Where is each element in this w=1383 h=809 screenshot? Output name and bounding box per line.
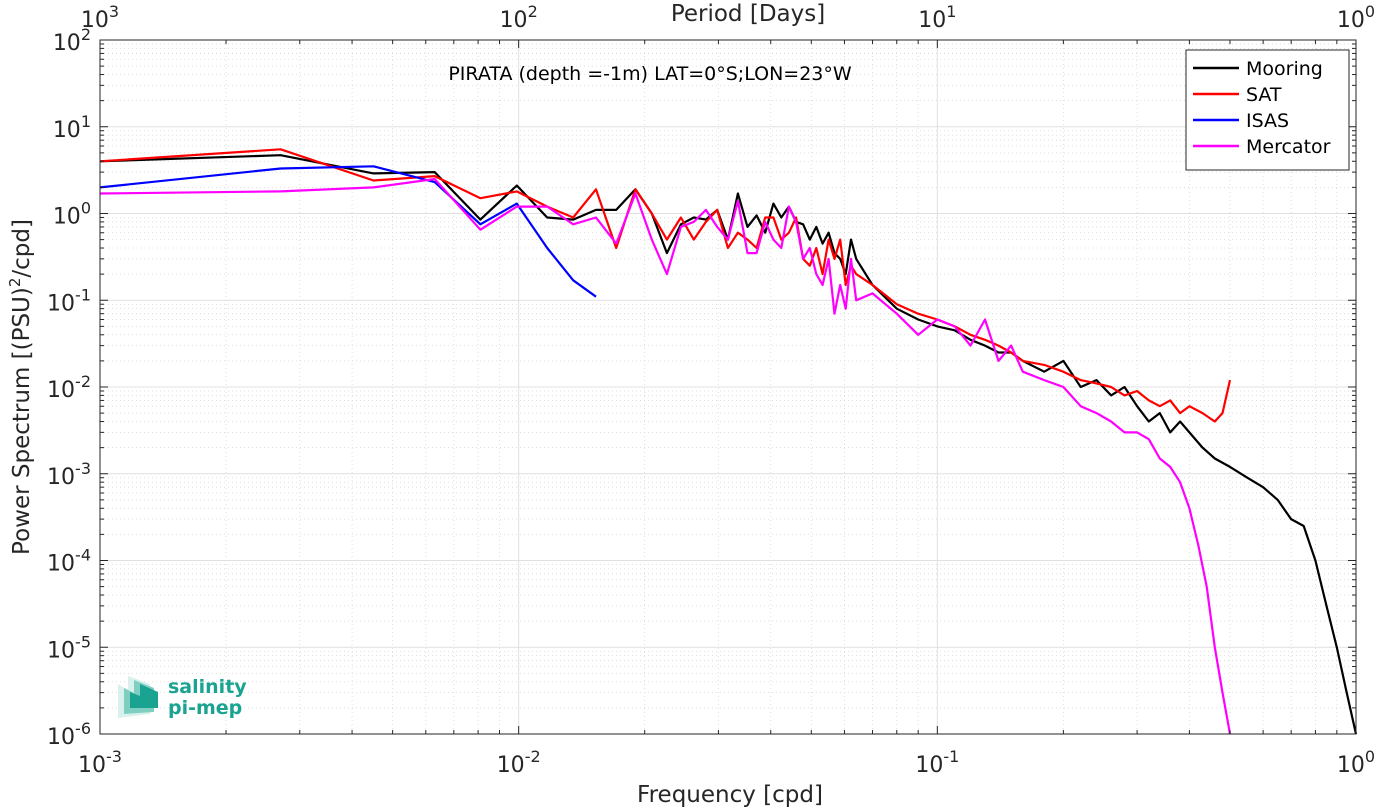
y-tick-label-base: 10	[47, 291, 75, 316]
y-tick-label-exponent: 2	[81, 25, 91, 44]
x2-axis-title: Period [Days]	[671, 1, 825, 27]
y-tick-label-exponent: 1	[81, 112, 91, 131]
x-tick-label-base: 10	[78, 753, 106, 778]
y-tick-label-base: 10	[47, 378, 75, 403]
y-tick-label: 10-1	[47, 285, 91, 316]
axis-ticks	[99, 39, 1357, 735]
y-axis-title: Power Spectrum [(PSU)2/cpd]	[6, 219, 35, 555]
y-tick-label: 101	[53, 112, 91, 143]
x2-tick-label: 100	[1337, 2, 1375, 33]
y-tick-label-base: 10	[53, 205, 81, 230]
y-tick-label-exponent: 0	[81, 199, 91, 218]
legend-label-mooring: Mooring	[1246, 58, 1323, 80]
legend-label-isas: ISAS	[1246, 110, 1289, 132]
y-axis-title-main: Power Spectrum [(PSU)	[9, 287, 35, 555]
y-tick-label: 10-5	[47, 632, 91, 663]
y-tick-label-base: 10	[53, 31, 81, 56]
series-line-isas	[99, 165, 597, 298]
x2-tick-label-base: 10	[500, 8, 528, 33]
x2-tick-label-base: 10	[1337, 8, 1365, 33]
x-tick-label-exponent: -1	[943, 747, 959, 766]
y-tick-label-base: 10	[47, 465, 75, 490]
x2-tick-label-base: 10	[918, 8, 946, 33]
x2-tick-labels: 103 102 101 100	[81, 2, 1375, 33]
legend-entries: Mooring SAT ISAS Mercator	[1193, 58, 1331, 158]
y-tick-label-base: 10	[47, 725, 75, 750]
series-line-sat	[99, 148, 1232, 423]
x-tick-labels: 10-3 10-2 10-1 100	[78, 747, 1375, 778]
y-tick-label: 100	[53, 199, 91, 230]
legend: Mooring SAT ISAS Mercator	[1185, 49, 1350, 171]
y-tick-label: 10-6	[47, 719, 91, 750]
y-tick-label-exponent: -2	[75, 372, 91, 391]
x-tick-label: 10-3	[78, 747, 122, 778]
logo-wave-front-icon	[130, 684, 158, 708]
x2-tick-label-exponent: 2	[528, 2, 538, 21]
x-tick-label-exponent: -3	[106, 747, 122, 766]
x2-tick-label-exponent: 3	[109, 2, 119, 21]
logo-text-salinity: salinity	[168, 676, 247, 698]
logo-text-pi-mep: pi-mep	[168, 697, 242, 719]
legend-box	[1185, 49, 1350, 171]
x-tick-label: 10-2	[497, 747, 541, 778]
series-line-mooring	[99, 154, 1358, 735]
salinity-pi-mep-logo: salinity pi-mep	[118, 676, 247, 719]
y-tick-label-exponent: -6	[75, 719, 91, 738]
x2-tick-label-exponent: 1	[946, 2, 956, 21]
x-tick-label-exponent: -2	[525, 747, 541, 766]
series-line-mercator	[99, 177, 1232, 735]
x-tick-label-base: 10	[1337, 753, 1365, 778]
y-axis-title-exponent: 2	[6, 278, 24, 288]
y-tick-label-exponent: -3	[75, 459, 91, 478]
minor-grid	[100, 40, 1356, 734]
y-tick-label: 102	[53, 25, 91, 56]
x2-tick-label-base: 10	[81, 8, 109, 33]
y-tick-label-base: 10	[47, 552, 75, 577]
x-tick-label-base: 10	[915, 753, 943, 778]
y-tick-label-exponent: -4	[75, 546, 91, 565]
x2-tick-label: 102	[500, 2, 538, 33]
y-tick-label: 10-2	[47, 372, 91, 403]
y-tick-label-base: 10	[47, 638, 75, 663]
y-tick-label-exponent: -1	[75, 285, 91, 304]
x-tick-label-exponent: 0	[1365, 747, 1375, 766]
legend-label-sat: SAT	[1246, 84, 1282, 106]
y-tick-label: 10-3	[47, 459, 91, 490]
x-tick-label-base: 10	[497, 753, 525, 778]
x2-tick-label-exponent: 0	[1365, 2, 1375, 21]
y-tick-label: 10-4	[47, 546, 91, 577]
chart-title: PIRATA (depth =-1m) LAT=0°S;LON=23°W	[448, 63, 852, 85]
series-lines	[99, 148, 1358, 735]
x-tick-label: 100	[1337, 747, 1375, 778]
y-tick-label-exponent: -5	[75, 632, 91, 651]
legend-label-mercator: Mercator	[1246, 136, 1331, 158]
y-axis-title-unit: /cpd]	[9, 219, 35, 278]
x-axis-title: Frequency [cpd]	[637, 782, 823, 808]
x2-tick-label: 103	[81, 2, 119, 33]
x-tick-label: 10-1	[915, 747, 959, 778]
x2-tick-label: 101	[918, 2, 956, 33]
y-tick-label-base: 10	[53, 118, 81, 143]
